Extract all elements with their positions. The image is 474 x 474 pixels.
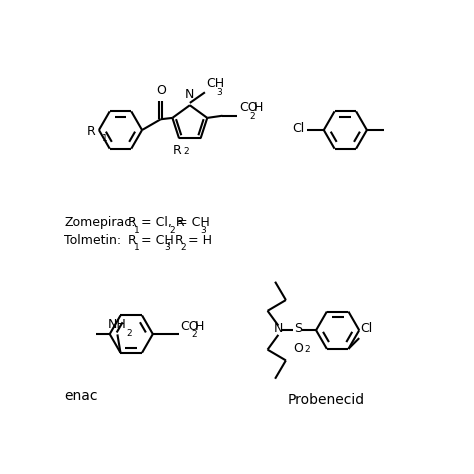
Text: R: R: [128, 216, 137, 229]
Text: 1: 1: [134, 243, 140, 252]
Text: H: H: [254, 101, 263, 114]
Text: CO: CO: [180, 319, 199, 333]
Text: = Cl, R: = Cl, R: [137, 216, 185, 229]
Text: CO: CO: [239, 101, 257, 114]
Text: 2: 2: [191, 330, 197, 339]
Text: N: N: [273, 322, 283, 335]
Text: 2: 2: [170, 226, 175, 235]
Text: H: H: [195, 319, 204, 333]
Text: R: R: [87, 125, 96, 138]
Text: 2: 2: [304, 345, 310, 354]
Text: Tolmetin:: Tolmetin:: [64, 234, 121, 246]
Text: 1: 1: [134, 226, 140, 235]
Text: 3: 3: [217, 88, 222, 97]
Text: 1: 1: [102, 134, 108, 143]
Text: 2: 2: [183, 147, 189, 156]
Text: NH: NH: [107, 318, 126, 330]
Text: enac: enac: [64, 389, 98, 403]
Text: Probenecid: Probenecid: [288, 392, 365, 407]
Text: 2: 2: [181, 243, 186, 252]
Text: O: O: [156, 84, 166, 97]
Text: = H: = H: [183, 234, 211, 246]
Text: N: N: [185, 88, 194, 100]
Text: R: R: [173, 144, 181, 157]
Text: = CH: = CH: [173, 216, 210, 229]
Text: , R: , R: [167, 234, 184, 246]
Text: 2: 2: [250, 112, 255, 121]
Text: S: S: [294, 322, 302, 335]
Text: 3: 3: [164, 243, 170, 252]
Text: Cl: Cl: [292, 122, 304, 135]
Text: R: R: [128, 234, 137, 246]
Text: Zomepirac:: Zomepirac:: [64, 216, 136, 229]
Text: Cl: Cl: [361, 322, 373, 335]
Text: 3: 3: [200, 226, 206, 235]
Text: 2: 2: [127, 329, 132, 338]
Text: CH: CH: [207, 77, 225, 90]
Text: O: O: [293, 342, 303, 355]
Text: = CH: = CH: [137, 234, 174, 246]
